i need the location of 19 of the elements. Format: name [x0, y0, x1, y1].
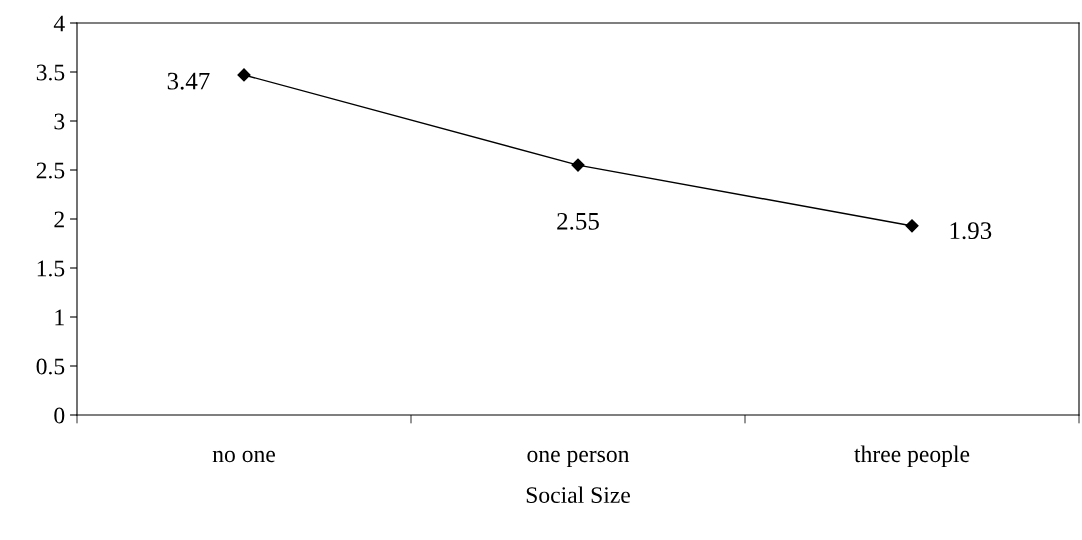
- data-label: 2.55: [557, 212, 599, 230]
- x-tick-label: no one: [212, 450, 275, 463]
- data-label: 3.47: [167, 72, 210, 90]
- point: [905, 219, 919, 233]
- y-tick-label: 1.5: [37, 260, 65, 277]
- x-tick-label: three people: [854, 445, 970, 467]
- y-tick-label: 1: [55, 309, 64, 326]
- y-tick-label: 0: [54, 407, 65, 424]
- x-tick-label: one person: [527, 450, 630, 467]
- y-tick-label: 3: [54, 113, 65, 130]
- y-tick-label: 3.5: [36, 64, 65, 81]
- y-tick-label: 0.5: [36, 358, 65, 375]
- point: [571, 158, 585, 172]
- data-label: 1.93: [950, 222, 992, 240]
- y-tick-label: 4: [53, 15, 65, 32]
- y-tick-label: 2.5: [36, 162, 65, 179]
- y-tick-label: 2: [54, 211, 64, 228]
- point: [237, 68, 251, 82]
- x-axis-title: Social Size: [526, 486, 630, 504]
